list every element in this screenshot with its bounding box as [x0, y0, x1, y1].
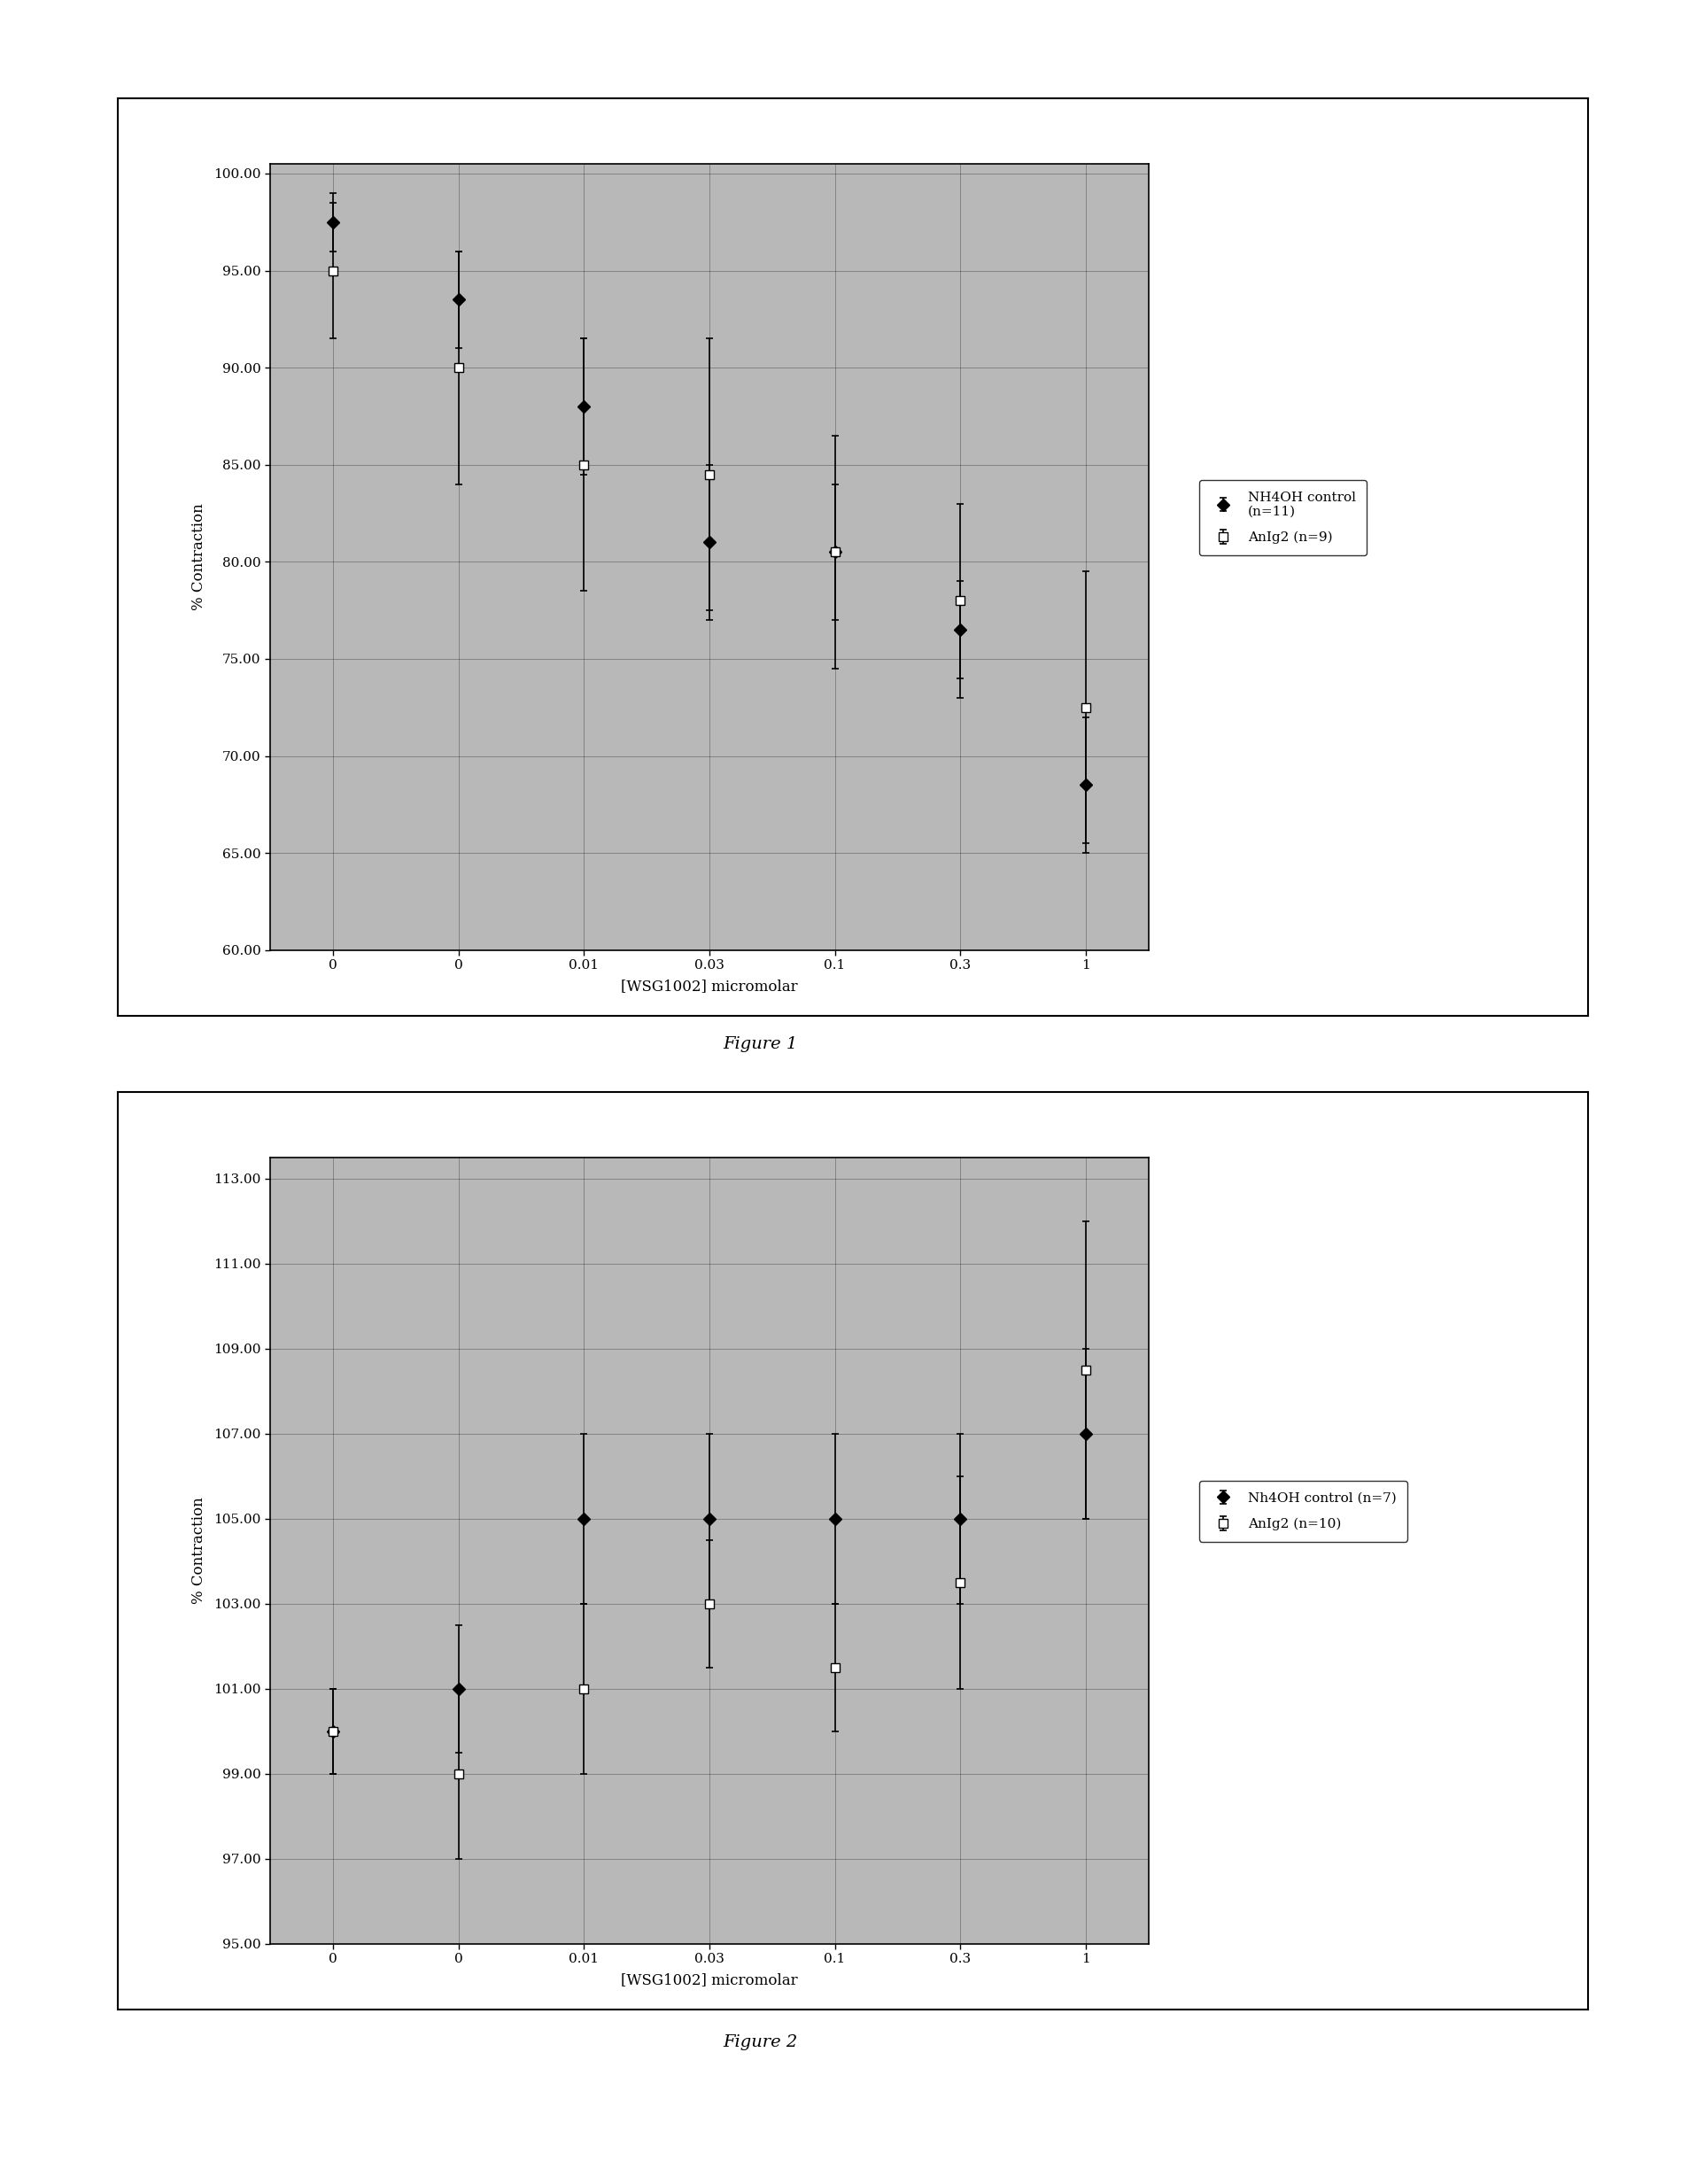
Legend: NH4OH control
(n=11), AnIg2 (n=9): NH4OH control (n=11), AnIg2 (n=9) [1199, 480, 1366, 555]
Text: Figure 2: Figure 2 [723, 2033, 797, 2051]
Y-axis label: % Contraction: % Contraction [191, 505, 206, 609]
X-axis label: [WSG1002] micromolar: [WSG1002] micromolar [622, 1972, 797, 1987]
X-axis label: [WSG1002] micromolar: [WSG1002] micromolar [622, 978, 797, 994]
Y-axis label: % Contraction: % Contraction [191, 1498, 206, 1603]
Text: Figure 1: Figure 1 [723, 1035, 797, 1053]
Legend: Nh4OH control (n=7), AnIg2 (n=10): Nh4OH control (n=7), AnIg2 (n=10) [1199, 1481, 1407, 1542]
